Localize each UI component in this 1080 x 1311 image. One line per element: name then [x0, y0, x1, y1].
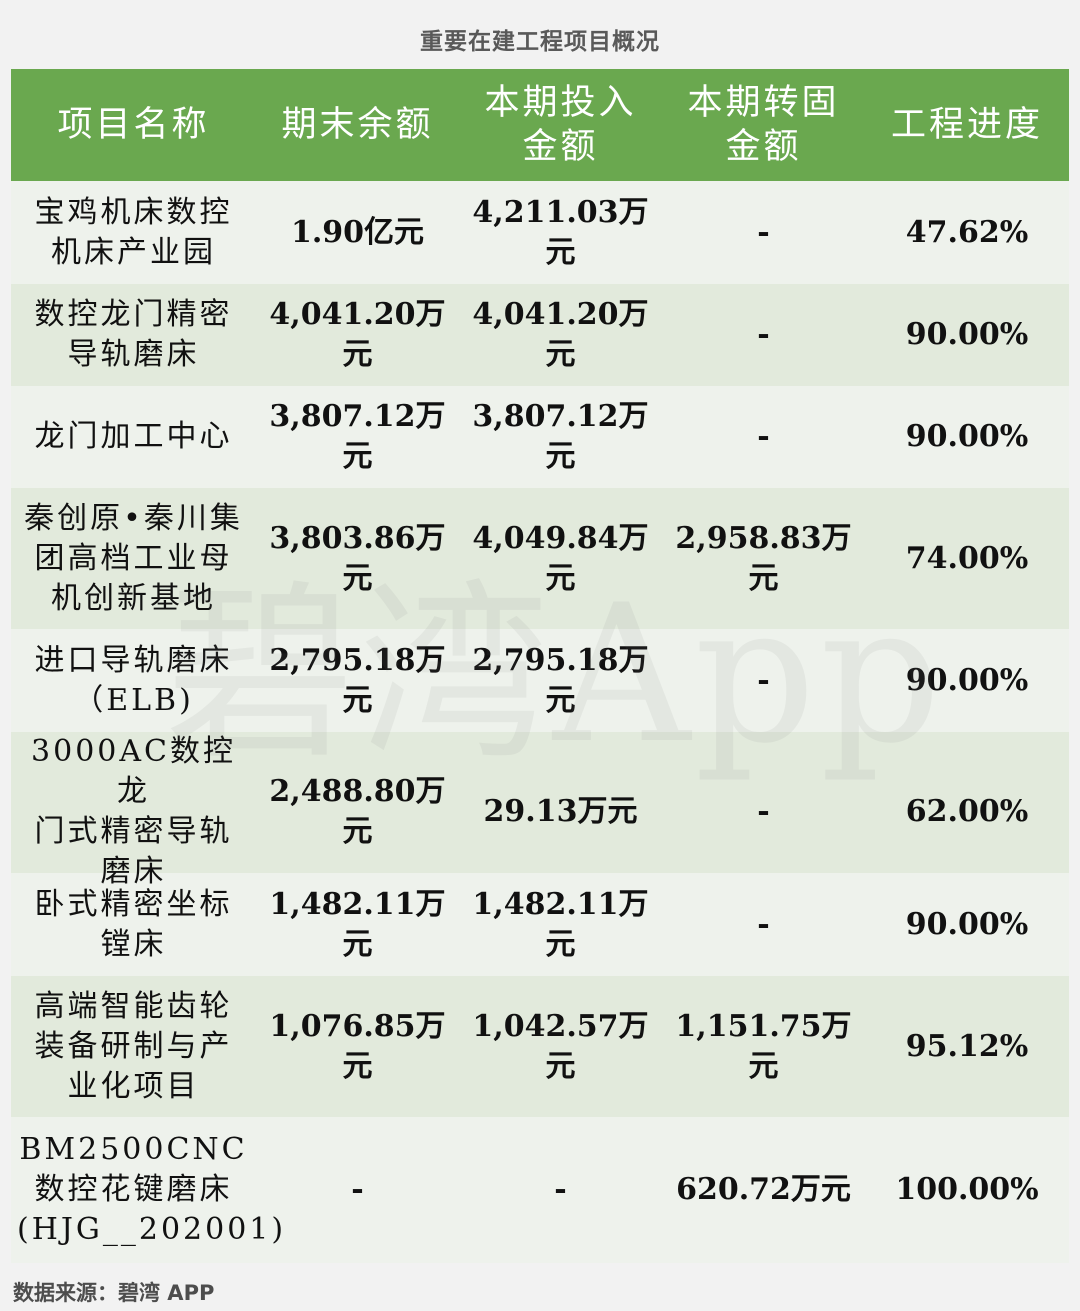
- current-input-cell: 1,042.57万元: [472, 1008, 649, 1084]
- table-row: 宝鸡机床数控 机床产业园 1.90亿元 4,211.03万元 - 47.62%: [11, 181, 1069, 284]
- project-name-cell: 3000AC数控龙 门式精密导轨 磨床: [31, 734, 236, 889]
- progress-cell: 47.62%: [905, 214, 1029, 250]
- current-input-cell: 1,482.11万元: [472, 886, 649, 962]
- header-project-name: 项目名称: [57, 105, 210, 145]
- project-name-cell: BM2500CNC 数控花键磨床 (HJG__202001): [17, 1132, 287, 1247]
- table-row: 龙门加工中心 3,807.12万元 3,807.12万元 - 90.00%: [11, 386, 1069, 488]
- project-name-cell: 卧式精密坐标 镗床: [34, 886, 233, 962]
- table-body: 宝鸡机床数控 机床产业园 1.90亿元 4,211.03万元 - 47.62% 数控龙门精密…: [11, 181, 1069, 1263]
- progress-cell: 62.00%: [905, 794, 1029, 829]
- project-name-cell: 龙门加工中心: [34, 419, 233, 454]
- ending-balance-cell: 1.90亿元: [290, 214, 425, 250]
- progress-cell: 90.00%: [905, 317, 1029, 352]
- header-current-transfer: 本期转固 金额: [687, 83, 840, 167]
- ending-balance-cell: -: [351, 1172, 364, 1207]
- project-name-cell: 秦创原•秦川集 团高档工业母 机创新基地: [24, 500, 243, 616]
- header-current-input: 本期投入 金额: [484, 83, 637, 167]
- current-input-cell: 2,795.18万元: [472, 642, 649, 718]
- data-source: 数据来源：碧湾 APP: [13, 1281, 215, 1305]
- project-name-cell: 宝鸡机床数控 机床产业园: [34, 194, 233, 270]
- current-transfer-cell: 1,151.75万元: [675, 1008, 852, 1084]
- table-row: 秦创原•秦川集 团高档工业母 机创新基地 3,803.86万元 4,049.84万元 2,…: [11, 488, 1069, 629]
- ending-balance-cell: 1,482.11万元: [269, 886, 446, 962]
- table-title: 重要在建工程项目概况: [420, 29, 660, 55]
- table-row: BM2500CNC 数控花键磨床 (HJG__202001) - - 620.72万元 10…: [11, 1117, 1069, 1263]
- project-table: 项目名称 期末余额 本期投入 金额 本期转固 金额 工程进度 宝鸡机床数控 机床产业园…: [11, 69, 1069, 1263]
- current-transfer-cell: -: [757, 662, 770, 698]
- project-name-cell: 数控龙门精密 导轨磨床: [34, 297, 233, 372]
- ending-balance-cell: 4,041.20万元: [269, 297, 446, 372]
- current-input-cell: 4,211.03万元: [472, 194, 649, 270]
- current-transfer-cell: 620.72万元: [676, 1172, 851, 1207]
- current-input-cell: 4,041.20万元: [472, 297, 649, 372]
- header-ending-balance: 期末余额: [281, 105, 434, 145]
- current-transfer-cell: -: [757, 794, 770, 829]
- table-row: 卧式精密坐标 镗床 1,482.11万元 1,482.11万元 - 90.00%: [11, 873, 1069, 976]
- current-transfer-cell: -: [757, 214, 770, 250]
- progress-cell: 90.00%: [905, 906, 1029, 942]
- ending-balance-cell: 3,807.12万元: [269, 399, 446, 474]
- current-transfer-cell: -: [757, 906, 770, 942]
- table-row: 3000AC数控龙 门式精密导轨 磨床 2,488.80万元 29.13万元 - 62.00…: [11, 732, 1069, 889]
- ending-balance-cell: 2,795.18万元: [269, 642, 446, 718]
- ending-balance-cell: 1,076.85万元: [269, 1008, 446, 1084]
- progress-cell: 95.12%: [905, 1028, 1029, 1064]
- table-header-row: 项目名称 期末余额 本期投入 金额 本期转固 金额 工程进度: [11, 69, 1069, 181]
- current-input-cell: 29.13万元: [483, 794, 638, 829]
- project-name-cell: 进口导轨磨床 （ELB): [34, 642, 233, 718]
- table-row: 高端智能齿轮 装备研制与产 业化项目 1,076.85万元 1,042.57万元 1,15…: [11, 976, 1069, 1117]
- progress-cell: 90.00%: [905, 419, 1029, 454]
- header-progress: 工程进度: [890, 105, 1043, 145]
- current-transfer-cell: -: [757, 419, 770, 454]
- table-row: 进口导轨磨床 （ELB) 2,795.18万元 2,795.18万元 - 90.00%: [11, 629, 1069, 732]
- current-transfer-cell: 2,958.83万元: [675, 520, 852, 596]
- table-row: 数控龙门精密 导轨磨床 4,041.20万元 4,041.20万元 - 90.00%: [11, 284, 1069, 386]
- project-name-cell: 高端智能齿轮 装备研制与产 业化项目: [34, 988, 233, 1104]
- current-input-cell: 4,049.84万元: [472, 520, 649, 596]
- progress-cell: 90.00%: [905, 662, 1029, 698]
- ending-balance-cell: 2,488.80万元: [269, 774, 446, 849]
- current-transfer-cell: -: [757, 317, 770, 352]
- progress-cell: 74.00%: [905, 540, 1029, 576]
- current-input-cell: 3,807.12万元: [472, 399, 649, 474]
- current-input-cell: -: [554, 1172, 567, 1207]
- ending-balance-cell: 3,803.86万元: [269, 520, 446, 596]
- progress-cell: 100.00%: [895, 1172, 1039, 1207]
